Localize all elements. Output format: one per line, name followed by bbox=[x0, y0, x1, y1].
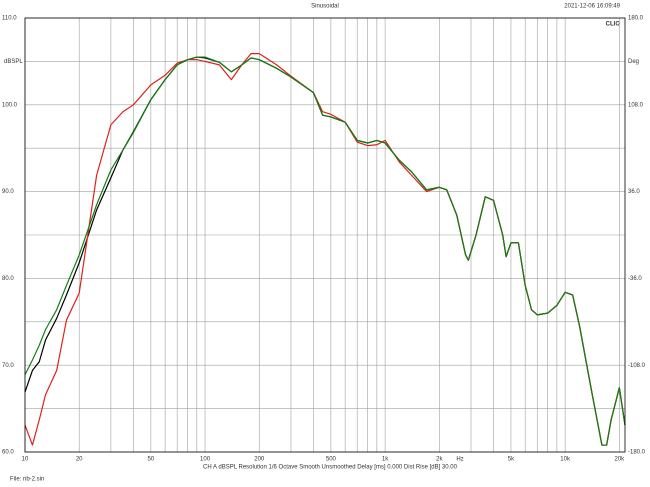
x-tick-label: 1k bbox=[382, 457, 389, 463]
timestamp: 2021-12-06 16:09:49 bbox=[564, 4, 620, 10]
y-tick-label: 90.0 bbox=[2, 189, 14, 195]
y-axis-label: dBSPL bbox=[4, 59, 23, 65]
series-line bbox=[24, 56, 626, 446]
y2-tick-label: -36.0 bbox=[628, 276, 642, 282]
x-tick-label: 50 bbox=[148, 457, 155, 463]
chart-title: Sinusoidal bbox=[311, 4, 339, 10]
y-tick-label: 80.0 bbox=[2, 276, 14, 282]
y2-tick-label: -108.0 bbox=[628, 363, 646, 369]
y2-tick-label: -180.0 bbox=[628, 450, 646, 456]
x-tick-label: 100 bbox=[200, 457, 211, 463]
y2-tick-label: 36.0 bbox=[628, 189, 640, 195]
x-axis-label: Hz bbox=[456, 457, 463, 463]
y2-tick-label: 180.0 bbox=[628, 16, 644, 22]
x-tick-label: 5k bbox=[508, 457, 515, 463]
y-tick-label: 60.0 bbox=[2, 450, 14, 456]
y-tick-label: 110.0 bbox=[2, 16, 17, 22]
x-tick-label: 2k bbox=[436, 457, 443, 463]
y2-tick-label: 108.0 bbox=[628, 102, 644, 108]
x-tick-label: 20 bbox=[76, 457, 83, 463]
y-tick-label: 70.0 bbox=[2, 363, 14, 369]
x-tick-label: 500 bbox=[326, 457, 337, 463]
y2-axis-label: Deg bbox=[628, 59, 639, 65]
file-name: File: nb-2.sin bbox=[10, 477, 44, 483]
brand: CLIO bbox=[606, 22, 621, 28]
x-tick-label: 10k bbox=[560, 457, 571, 463]
plot-frame bbox=[24, 17, 626, 453]
y-tick-label: 100.0 bbox=[2, 102, 18, 108]
x-tick-label: 10 bbox=[22, 457, 29, 463]
x-tick-label: 20k bbox=[615, 457, 626, 463]
plot bbox=[24, 52, 626, 446]
x-tick-label: 200 bbox=[254, 457, 265, 463]
footer: CH A dBSPL Resolution 1/6 Octave Smooth … bbox=[203, 465, 458, 471]
